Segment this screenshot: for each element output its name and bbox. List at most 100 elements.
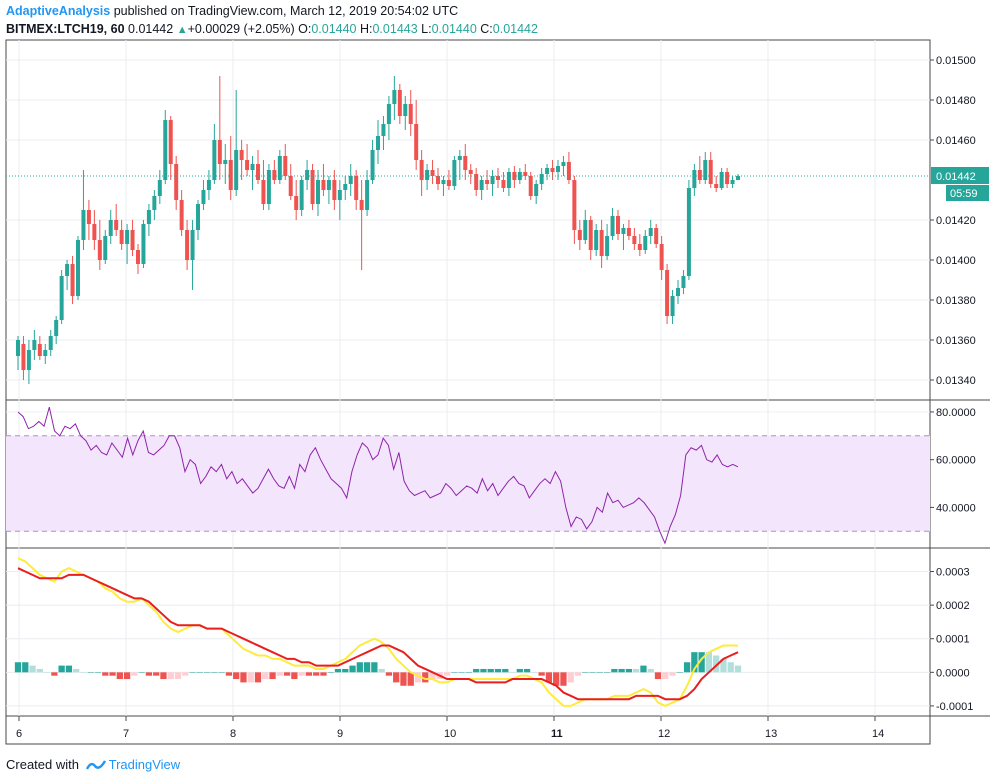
candle-body bbox=[648, 228, 653, 236]
candle-body bbox=[316, 180, 320, 204]
candle-body bbox=[452, 160, 457, 186]
candle-body bbox=[245, 160, 250, 170]
macd-signal-line bbox=[17, 567, 739, 701]
candle-body bbox=[386, 104, 391, 124]
candle-body bbox=[681, 276, 686, 288]
candle-body bbox=[425, 170, 430, 180]
macd-histogram-bar bbox=[625, 668, 633, 673]
macd-histogram-bar bbox=[705, 652, 713, 673]
candle-body bbox=[190, 230, 195, 260]
candle-body bbox=[163, 120, 168, 180]
candle-body bbox=[686, 188, 691, 276]
macd-histogram-bar bbox=[211, 672, 218, 673]
macd-histogram-bar bbox=[240, 672, 247, 683]
author-link[interactable]: AdaptiveAnalysis bbox=[6, 4, 111, 18]
candle-body bbox=[659, 244, 664, 270]
candle-body bbox=[512, 172, 517, 180]
candle-body bbox=[474, 174, 479, 190]
macd-histogram-bar bbox=[247, 672, 254, 683]
high-label: H: bbox=[359, 22, 373, 36]
macd-histogram-bar bbox=[138, 672, 145, 673]
candle-body bbox=[152, 196, 157, 210]
macd-histogram-bar bbox=[218, 672, 225, 673]
close-value: 0.01442 bbox=[492, 22, 538, 36]
candle-body bbox=[468, 170, 473, 174]
candle-body bbox=[65, 264, 70, 276]
candle-body bbox=[174, 164, 179, 200]
candle-body bbox=[703, 160, 708, 180]
macd-histogram-bar bbox=[676, 672, 683, 673]
macd-histogram-bar bbox=[349, 665, 356, 673]
macd-histogram-bar bbox=[698, 652, 705, 673]
tradingview-brand[interactable]: TradingView bbox=[108, 757, 181, 772]
candle-body bbox=[496, 176, 500, 180]
x-tick-label: 10 bbox=[444, 728, 456, 740]
created-with-text: Created with bbox=[6, 757, 79, 772]
macd-tick-label: 0.0003 bbox=[936, 567, 970, 579]
candle-body bbox=[97, 240, 102, 260]
candle-body bbox=[266, 170, 271, 204]
symbol-label: BITMEX:LTCH19, 60 bbox=[6, 22, 125, 36]
macd-histogram-bar bbox=[378, 668, 385, 673]
macd-histogram-bar bbox=[254, 672, 262, 683]
candle-body bbox=[441, 180, 446, 184]
candle-body bbox=[332, 180, 337, 200]
candle-body bbox=[250, 164, 255, 170]
symbol-info: BITMEX:LTCH19, 60 0.01442 ▲+0.00029 (+2.… bbox=[6, 22, 538, 36]
macd-histogram-bar bbox=[58, 665, 65, 673]
macd-histogram-bar bbox=[393, 672, 400, 683]
candle-body bbox=[294, 196, 299, 210]
candle-body bbox=[719, 172, 724, 188]
candle-body bbox=[21, 344, 26, 370]
candle-body bbox=[283, 156, 288, 176]
candle-body bbox=[397, 90, 402, 116]
countdown-label: 05:59 bbox=[950, 188, 978, 200]
macd-histogram-bar bbox=[313, 672, 320, 676]
candle-body bbox=[588, 220, 593, 250]
candle-body bbox=[48, 336, 53, 350]
macd-histogram-bar bbox=[727, 662, 734, 673]
candle-body bbox=[670, 296, 675, 316]
macd-histogram-bar bbox=[320, 672, 327, 676]
candle-body bbox=[201, 190, 206, 204]
macd-histogram-bar bbox=[487, 668, 494, 673]
candle-body bbox=[179, 200, 184, 230]
candle-body bbox=[32, 340, 37, 350]
candle-body bbox=[414, 124, 419, 160]
candle-body bbox=[217, 140, 222, 164]
macd-histogram-bar bbox=[465, 672, 473, 673]
candle-body bbox=[16, 340, 20, 356]
candle-body bbox=[86, 210, 91, 224]
candle-body bbox=[326, 180, 331, 190]
macd-histogram-bar bbox=[371, 662, 378, 673]
candle-body bbox=[550, 168, 555, 172]
candle-body bbox=[223, 160, 228, 164]
macd-histogram-bar bbox=[363, 662, 371, 673]
macd-histogram-bar bbox=[582, 672, 589, 673]
macd-histogram-bar bbox=[538, 672, 545, 676]
published-text: published on TradingView.com, March 12, … bbox=[113, 4, 459, 18]
x-tick-label: 7 bbox=[123, 728, 129, 740]
candle-body bbox=[310, 170, 315, 204]
open-label: O: bbox=[298, 22, 312, 36]
macd-histogram-bar bbox=[327, 672, 334, 673]
low-value: 0.01440 bbox=[431, 22, 477, 36]
macd-histogram-bar bbox=[458, 672, 465, 673]
macd-histogram-bar bbox=[269, 672, 276, 680]
candle-body bbox=[457, 156, 462, 160]
low-label: L: bbox=[421, 22, 432, 36]
candle-body bbox=[365, 180, 370, 210]
price-tick-label: 0.01400 bbox=[936, 255, 976, 267]
macd-histogram-bar bbox=[734, 665, 742, 673]
candle-body bbox=[305, 170, 310, 180]
candle-body bbox=[506, 172, 511, 188]
footer: Created with TradingView bbox=[6, 757, 180, 775]
candle-body bbox=[196, 204, 200, 230]
price-tick-label: 0.01360 bbox=[936, 335, 976, 347]
candle-body bbox=[572, 180, 577, 230]
candle-body bbox=[490, 176, 495, 184]
candle-body bbox=[665, 270, 670, 316]
candle-body bbox=[103, 236, 108, 260]
macd-histogram-bar bbox=[553, 672, 560, 686]
